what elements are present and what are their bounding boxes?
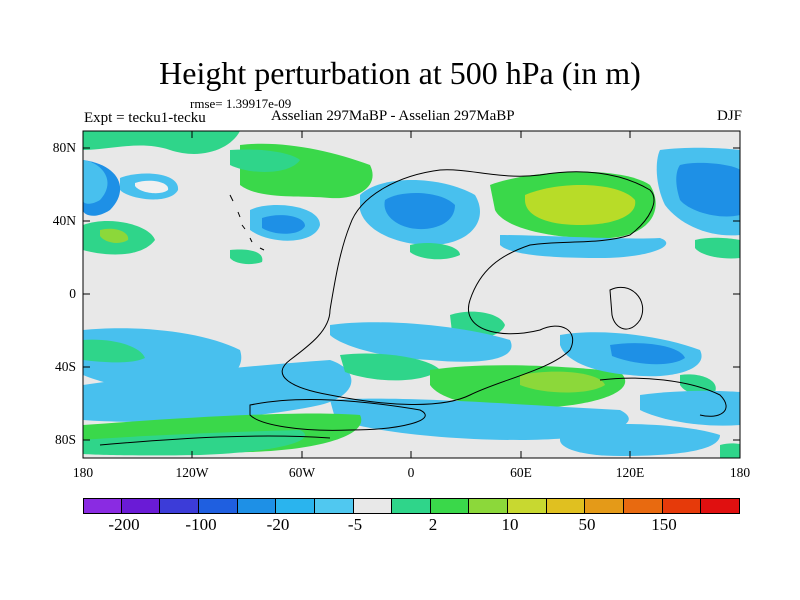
- colorbar-swatch: [508, 498, 547, 514]
- lon-label-0: 0: [407, 465, 415, 480]
- contour-yellow: [100, 228, 129, 243]
- contour-green: [230, 149, 300, 172]
- lon-label-60w: 60W: [288, 465, 316, 480]
- contour-blue: [384, 193, 455, 230]
- contour-yellow: [520, 371, 605, 393]
- colorbar-swatch: [83, 498, 122, 514]
- contour-green: [83, 131, 240, 154]
- colorbar-swatch: [585, 498, 625, 514]
- colorbar-swatch: [353, 498, 393, 514]
- colorbar-swatch: [701, 498, 740, 514]
- contour-green: [410, 243, 460, 260]
- contour-blue-light: [330, 398, 629, 440]
- colorbar-label: -20: [266, 515, 290, 534]
- colorbar-swatch: [198, 498, 238, 514]
- season-label: DJF: [716, 108, 742, 124]
- colorbar-swatch: [430, 498, 470, 514]
- colorbar-swatch: [662, 498, 702, 514]
- lon-label-60e: 60E: [510, 465, 532, 480]
- lat-label-80s: 80S: [54, 432, 76, 447]
- colorbar-label: 50: [578, 515, 596, 534]
- lon-label-180e: 180: [729, 465, 751, 480]
- colorbar-label: 150: [651, 515, 677, 534]
- contour-blue-light: [500, 235, 667, 258]
- contour-blue-light: [640, 390, 740, 426]
- axis-ticks: [83, 131, 740, 458]
- east-coast: [599, 377, 727, 417]
- colorbar-label: 10: [501, 515, 519, 534]
- lon-label-180w: 180: [72, 465, 94, 480]
- lon-label-120e: 120E: [615, 465, 645, 480]
- contour-blue-light: [560, 424, 720, 456]
- contour-green: [83, 339, 145, 363]
- contour-fills: [83, 131, 740, 458]
- colorbar-swatch: [121, 498, 161, 514]
- colorbar-swatch: [237, 498, 277, 514]
- coastlines: [99, 169, 727, 446]
- colorbar-swatch: [392, 498, 431, 514]
- lat-label-40s: 40S: [54, 359, 76, 374]
- pangaea-coast: [281, 169, 655, 405]
- contour-green: [720, 443, 740, 458]
- lat-label-40n: 40N: [52, 213, 76, 228]
- comparison-label: Asselian 297MaBP - Asselian 297MaBP: [271, 108, 515, 124]
- gondwana-south-coast: [249, 399, 426, 431]
- contour-blue-light: [83, 360, 352, 422]
- lat-label-80n: 80N: [52, 140, 76, 155]
- colorbar-label: 2: [428, 515, 438, 534]
- colorbar-swatch: [624, 498, 663, 514]
- colorbar-label: -200: [108, 515, 140, 534]
- contour-green: [695, 237, 740, 259]
- contour-neutral: [135, 180, 169, 194]
- colorbar: [83, 498, 740, 514]
- colorbar-swatch: [469, 498, 509, 514]
- contour-yellow: [525, 184, 636, 225]
- rmse-label: rmse= 1.39917e-09: [190, 96, 292, 111]
- south-polar-coast: [99, 435, 331, 446]
- colorbar-swatch: [276, 498, 315, 514]
- colorbar-swatch: [160, 498, 199, 514]
- colorbar-swatch: [546, 498, 586, 514]
- contour-green: [340, 353, 440, 381]
- contour-blue-light: [83, 160, 108, 204]
- colorbar-label: -100: [185, 515, 217, 534]
- colorbar-swatch: [314, 498, 354, 514]
- colorbar-label: -5: [347, 515, 363, 534]
- lat-label-0: 0: [69, 286, 76, 301]
- experiment-label: Expt = tecku1-tecku: [84, 110, 206, 126]
- island-coast: [609, 286, 644, 330]
- contour-blue: [262, 215, 305, 234]
- contour-blue: [676, 162, 740, 217]
- dashed-coast: [229, 194, 265, 251]
- contour-green: [230, 249, 263, 265]
- contour-blue: [610, 343, 685, 365]
- contour-blue-light: [330, 322, 512, 362]
- map-title: Height perturbation at 500 hPa (in m): [159, 55, 641, 91]
- lon-label-120w: 120W: [175, 465, 209, 480]
